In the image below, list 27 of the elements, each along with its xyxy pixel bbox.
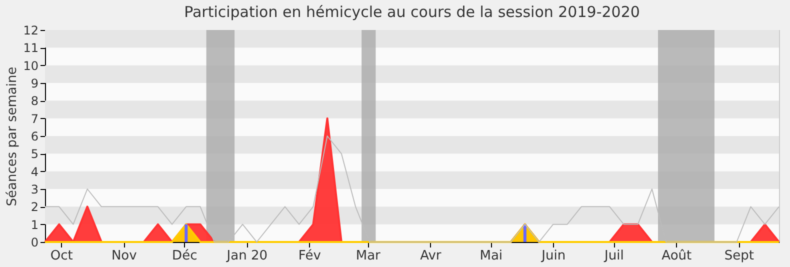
x-tick-label: Oct [50,248,73,264]
y-tick-label: 0 [30,236,38,250]
x-tick-label: Nov [111,248,138,264]
x-tick-label: Août [662,248,692,264]
x-tick-label: Juil [604,248,624,264]
y-axis-title: Séances par semaine [5,66,20,206]
y-tick-label: 8 [30,94,38,108]
y-tick-label: 10 [23,58,38,73]
y-tick-label: 2 [30,200,38,214]
x-tick-label: Déc [172,248,198,264]
x-tick-label: Jan 20 [226,248,268,264]
chart-title: Participation en hémicycle au cours de la session 2019-2020 [184,3,640,21]
x-tick-label: Fév [298,248,322,264]
y-tick-label: 5 [30,147,38,162]
x-tick-label: Sept [724,248,754,264]
y-tick-label: 11 [23,41,38,56]
y-tick-label: 7 [30,112,38,126]
x-tick-label: Juin [540,248,566,264]
y-tick-label: 6 [30,130,38,144]
y-tick-label: 4 [30,164,38,179]
y-tick-label: 3 [30,182,38,196]
x-tick-label: Avr [420,248,442,264]
y-tick-label: 9 [30,76,38,90]
y-tick-label: 12 [23,24,38,38]
x-tick-label: Mar [356,248,382,264]
y-tick-label: 1 [30,218,38,232]
x-tick-label: Mai [480,248,503,264]
